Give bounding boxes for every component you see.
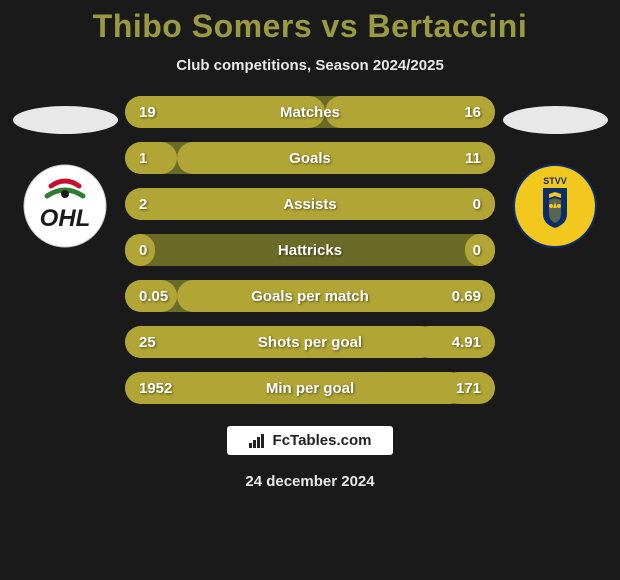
- comparison-container: Thibo Somers vs Bertaccini Club competit…: [0, 0, 620, 580]
- stat-value-left: 1: [139, 150, 147, 167]
- stat-row: 19 16 Matches: [125, 96, 495, 128]
- stat-label: Assists: [283, 196, 336, 213]
- page-subtitle: Club competitions, Season 2024/2025: [176, 57, 444, 74]
- chart-icon: [249, 434, 267, 448]
- page-title: Thibo Somers vs Bertaccini: [93, 8, 527, 45]
- stat-row: 1952 171 Min per goal: [125, 372, 495, 404]
- stat-value-left: 2: [139, 196, 147, 213]
- main-row: OHL 1916Matches111Goals20Assists00Hattri…: [0, 96, 620, 404]
- stat-label: Goals: [289, 150, 331, 167]
- club-badge-left: OHL: [23, 164, 107, 248]
- stat-value-right: 0.69: [452, 288, 481, 305]
- stat-label: Hattricks: [278, 242, 342, 259]
- stat-value-left: 0: [139, 242, 147, 259]
- stat-value-left: 1952: [139, 380, 172, 397]
- stat-value-right: 11: [465, 150, 481, 167]
- site-name: FcTables.com: [273, 432, 372, 449]
- stat-value-left: 0.05: [139, 288, 168, 305]
- svg-text:OHL: OHL: [40, 205, 91, 232]
- stat-value-left: 25: [139, 334, 156, 351]
- left-side: OHL: [5, 96, 125, 248]
- club-badge-right: STVV: [513, 164, 597, 248]
- ohl-logo-icon: OHL: [23, 164, 107, 248]
- stat-value-right: 171: [456, 380, 481, 397]
- stat-fill-left: [125, 142, 177, 174]
- stat-label: Matches: [280, 104, 340, 121]
- stat-row: 111Goals: [125, 142, 495, 174]
- player-photo-left: [13, 106, 118, 134]
- site-logo[interactable]: FcTables.com: [227, 426, 394, 455]
- stat-label: Shots per goal: [258, 334, 362, 351]
- stat-value-right: 4.91: [452, 334, 481, 351]
- footer-date: 24 december 2024: [245, 473, 374, 490]
- stat-label: Min per goal: [266, 380, 354, 397]
- stat-row: 25 4.91 Shots per goal: [125, 326, 495, 358]
- stat-row: 0.05 0.69 Goals per match: [125, 280, 495, 312]
- stat-value-right: 16: [464, 104, 481, 121]
- stat-row: 0 0 Hattricks: [125, 234, 495, 266]
- stvv-logo-icon: STVV: [513, 164, 597, 248]
- stat-fill-right: [177, 142, 495, 174]
- stat-value-right: 0: [473, 242, 481, 259]
- stats-column: 1916Matches111Goals20Assists00Hattricks0…: [125, 96, 495, 404]
- stat-label: Goals per match: [251, 288, 369, 305]
- stat-value-right: 0: [473, 196, 481, 213]
- stat-value-left: 19: [139, 104, 156, 121]
- right-side: STVV: [495, 96, 615, 248]
- stat-row: 2 0 Assists: [125, 188, 495, 220]
- svg-text:STVV: STVV: [543, 176, 567, 186]
- player-photo-right: [503, 106, 608, 134]
